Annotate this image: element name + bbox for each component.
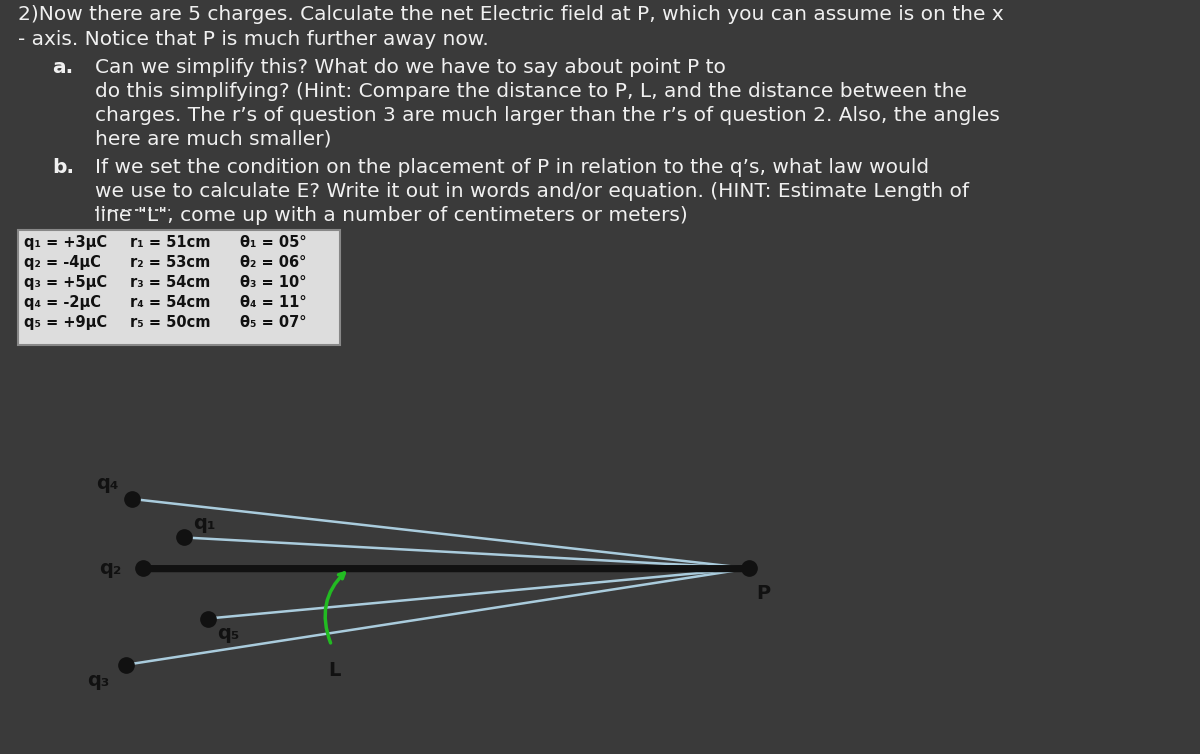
Text: r₄ = 54cm: r₄ = 54cm [130, 295, 210, 310]
Text: we use to calculate E? Write it out in words and/or equation. (HINT: Estimate Le: we use to calculate E? Write it out in w… [95, 182, 970, 201]
Text: θ₁ = 05°: θ₁ = 05° [240, 235, 307, 250]
Text: r₅ = 50cm: r₅ = 50cm [130, 315, 210, 329]
Text: q₅ = +9μC: q₅ = +9μC [24, 315, 107, 329]
Text: r₃ = 54cm: r₃ = 54cm [130, 275, 210, 290]
Text: b.: b. [52, 158, 74, 177]
Text: q₁ = +3μC: q₁ = +3μC [24, 235, 107, 250]
Text: a.: a. [52, 58, 73, 77]
Text: Can we simplify this? What do we have to say about point P to: Can we simplify this? What do we have to… [95, 58, 726, 77]
Text: q₄: q₄ [96, 474, 119, 493]
Bar [18, 230, 340, 345]
Text: q₃ = +5μC: q₃ = +5μC [24, 275, 107, 290]
Text: q₁: q₁ [193, 514, 216, 534]
Text: q₅: q₅ [217, 624, 239, 643]
Text: q₃: q₃ [88, 671, 109, 690]
Text: θ₃ = 10°: θ₃ = 10° [240, 275, 306, 290]
Text: L: L [329, 661, 341, 680]
Text: θ₂ = 06°: θ₂ = 06° [240, 255, 306, 270]
Text: here are much smaller): here are much smaller) [95, 130, 331, 149]
Text: 2)Now there are 5 charges. Calculate the net Electric field at P, which you can : 2)Now there are 5 charges. Calculate the… [18, 5, 1003, 24]
Text: - axis. Notice that P is much further away now.: - axis. Notice that P is much further aw… [18, 30, 488, 49]
Text: charges. The r’s of question 3 are much larger than the r’s of question 2. Also,: charges. The r’s of question 3 are much … [95, 106, 1000, 125]
Text: θ₄ = 11°: θ₄ = 11° [240, 295, 307, 310]
Text: P: P [756, 584, 770, 603]
Text: r₁ = 51cm: r₁ = 51cm [130, 235, 210, 250]
Text: θ₅ = 07°: θ₅ = 07° [240, 315, 306, 329]
Text: q₂: q₂ [100, 559, 121, 578]
Text: r₂ = 53cm: r₂ = 53cm [130, 255, 210, 270]
Text: q₄ = -2μC: q₄ = -2μC [24, 295, 101, 310]
Text: line "L", come up with a number of centimeters or meters): line "L", come up with a number of centi… [95, 206, 688, 225]
Text: q₂ = -4μC: q₂ = -4μC [24, 255, 101, 270]
Text: do this simplifying? (Hint: Compare the distance to P, L, and the distance betwe: do this simplifying? (Hint: Compare the … [95, 82, 967, 101]
Text: If we set the condition on the placement of P in relation to the q’s, what law w: If we set the condition on the placement… [95, 158, 929, 177]
